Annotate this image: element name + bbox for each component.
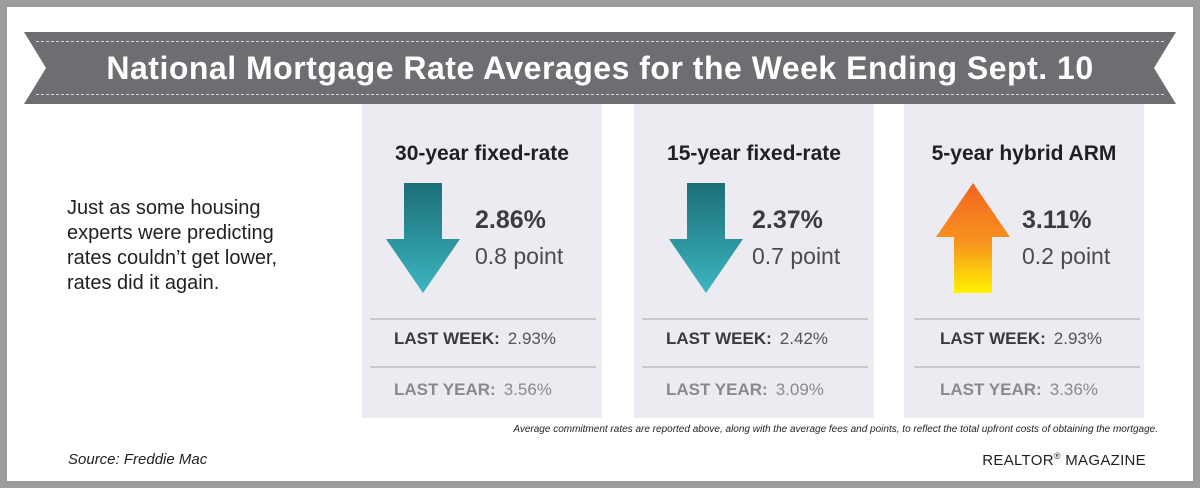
divider	[370, 366, 596, 368]
rate-change: 0.2 point	[1022, 243, 1111, 269]
last-year-row: LAST YEAR: 3.09%	[666, 380, 824, 400]
footnote: Average commitment rates are reported ab…	[513, 424, 1158, 435]
brand-name: REALTOR	[982, 452, 1054, 469]
current-rate: 3.11%	[1022, 206, 1092, 234]
down-arrow-icon	[669, 183, 743, 293]
last-week-label: LAST WEEK:	[394, 329, 500, 348]
registered-mark: ®	[1053, 451, 1061, 461]
last-week-value: 2.42%	[779, 329, 828, 348]
rate-card-5-year-arm: 5-year hybrid ARM	[904, 104, 1144, 418]
last-year-label: LAST YEAR:	[666, 380, 768, 399]
banner-stitching	[36, 41, 1164, 95]
brand-suffix: MAGAZINE	[1060, 452, 1146, 469]
divider	[370, 318, 596, 320]
rate-change: 0.8 point	[475, 243, 564, 269]
divider	[642, 318, 868, 320]
last-week-value: 2.93%	[1053, 329, 1102, 348]
last-week-row: LAST WEEK: 2.93%	[394, 329, 556, 349]
last-year-row: LAST YEAR: 3.56%	[394, 380, 552, 400]
intro-text: Just as some housing experts were predic…	[67, 197, 278, 294]
page-title: National Mortgage Rate Averages for the …	[106, 50, 1094, 86]
card-title: 15-year fixed-rate	[667, 142, 841, 165]
up-arrow-icon	[936, 183, 1010, 293]
last-year-label: LAST YEAR:	[394, 380, 496, 399]
divider	[914, 318, 1140, 320]
source-credit: Source: Freddie Mac	[68, 451, 208, 468]
last-week-row: LAST WEEK: 2.42%	[666, 329, 828, 349]
card-title: 30-year fixed-rate	[395, 142, 569, 165]
last-year-value: 3.09%	[775, 380, 824, 399]
rate-card-15-year: 15-year fixed-rate	[634, 104, 874, 418]
brand-logo: REALTOR® MAGAZINE	[982, 451, 1146, 469]
current-rate: 2.37%	[752, 206, 823, 234]
last-week-label: LAST WEEK:	[666, 329, 772, 348]
card-title: 5-year hybrid ARM	[931, 142, 1117, 165]
last-year-label: LAST YEAR:	[940, 380, 1042, 399]
last-week-label: LAST WEEK:	[940, 329, 1046, 348]
current-rate: 2.86%	[475, 206, 546, 234]
last-week-row: LAST WEEK: 2.93%	[940, 329, 1102, 349]
last-year-value: 3.36%	[1049, 380, 1098, 399]
divider	[914, 366, 1140, 368]
last-week-value: 2.93%	[507, 329, 556, 348]
title-banner	[24, 32, 1176, 104]
last-year-row: LAST YEAR: 3.36%	[940, 380, 1098, 400]
down-arrow-icon	[386, 183, 460, 293]
last-year-value: 3.56%	[503, 380, 552, 399]
divider	[642, 366, 868, 368]
rate-change: 0.7 point	[752, 243, 841, 269]
